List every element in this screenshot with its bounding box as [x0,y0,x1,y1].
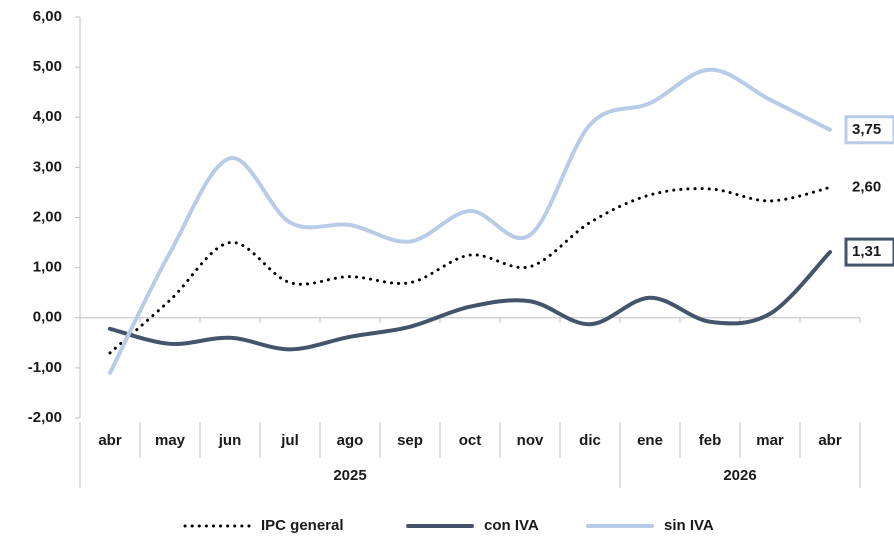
legend-label: IPC general [261,517,344,534]
y-tick-label: 5,00 [33,58,62,75]
y-tick-label: 1,00 [33,259,62,276]
x-tick-label: nov [517,432,544,449]
x-tick-label: jul [280,432,299,449]
x-tick-label: dic [579,432,601,449]
y-tick-label: 2,00 [33,208,62,225]
legend-label: con IVA [484,517,539,534]
x-tick-label: mar [756,432,784,449]
series-line [108,250,832,352]
x-tick-label: abr [818,432,842,449]
x-tick-label: ene [637,432,663,449]
x-tick-label: jun [218,432,242,449]
y-tick-label: 0,00 [33,309,62,326]
x-tick-label: may [155,432,186,449]
x-tick-label: abr [98,432,122,449]
x-tick-label: ago [337,432,364,449]
series-line [108,67,832,375]
y-tick-label: -1,00 [28,359,62,376]
y-tick-label: 6,00 [33,8,62,25]
value-label: 3,75 [852,121,881,138]
value-label-box [844,237,894,267]
x-tick-label: feb [699,432,722,449]
y-tick-label: -2,00 [28,409,62,426]
value-label: 2,60 [852,178,881,195]
y-tick-label: 3,00 [33,158,62,175]
y-tick-label: 4,00 [33,108,62,125]
value-label: 1,31 [852,243,881,260]
group-label: 2025 [333,467,366,484]
group-label: 2026 [723,467,756,484]
x-tick-label: sep [397,432,423,449]
x-tick-label: oct [459,432,482,449]
value-label-box [844,115,894,145]
legend-label: sin IVA [664,517,714,534]
